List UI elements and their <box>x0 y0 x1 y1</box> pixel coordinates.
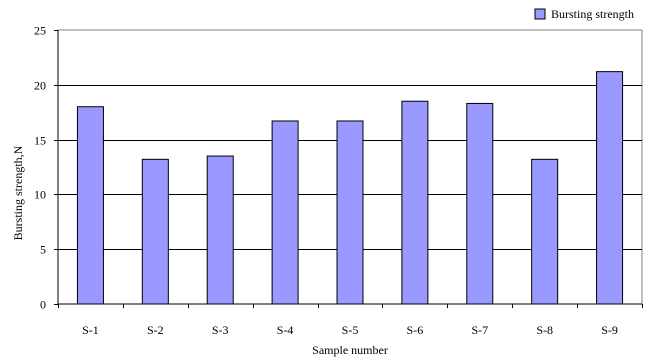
x-axis-title: Sample number <box>312 343 388 357</box>
x-tick-label: S-7 <box>471 323 488 337</box>
y-tick-label: 0 <box>40 298 46 312</box>
y-tick-label: 25 <box>34 24 46 38</box>
y-tick-label: 20 <box>34 79 46 93</box>
x-tick-label: S-6 <box>407 323 424 337</box>
bar-s-1 <box>76 106 104 305</box>
x-tick-label: S-5 <box>342 323 359 337</box>
y-tick-label: 5 <box>40 243 46 257</box>
bar-series <box>76 71 624 305</box>
bar-s-5 <box>336 120 364 305</box>
x-tick-label: S-9 <box>601 323 618 337</box>
y-tick-label: 10 <box>34 188 46 202</box>
bar-s-3 <box>206 155 234 305</box>
x-tick-label: S-2 <box>147 323 164 337</box>
x-axis: S-1 S-2 S-3 S-4 S-5 S-6 S-7 S-8 S-9 <box>58 304 643 337</box>
y-tick-label: 15 <box>34 134 46 148</box>
legend: Bursting strength <box>534 7 634 21</box>
y-axis-title: Bursting strength,N <box>11 145 25 240</box>
bar-s-8 <box>531 158 559 305</box>
legend-label: Bursting strength <box>551 7 634 21</box>
bar-s-9 <box>596 71 624 305</box>
legend-swatch <box>534 8 546 20</box>
x-tick-label: S-1 <box>82 323 99 337</box>
x-tick-label: S-4 <box>277 323 294 337</box>
y-axis: 0 5 10 15 20 25 <box>34 24 58 312</box>
x-tick-label: S-3 <box>212 323 229 337</box>
bar-s-7 <box>466 102 494 305</box>
bar-s-2 <box>141 158 169 305</box>
bar-s-4 <box>271 120 299 305</box>
bar-s-6 <box>401 100 429 305</box>
x-tick-label: S-8 <box>536 323 553 337</box>
